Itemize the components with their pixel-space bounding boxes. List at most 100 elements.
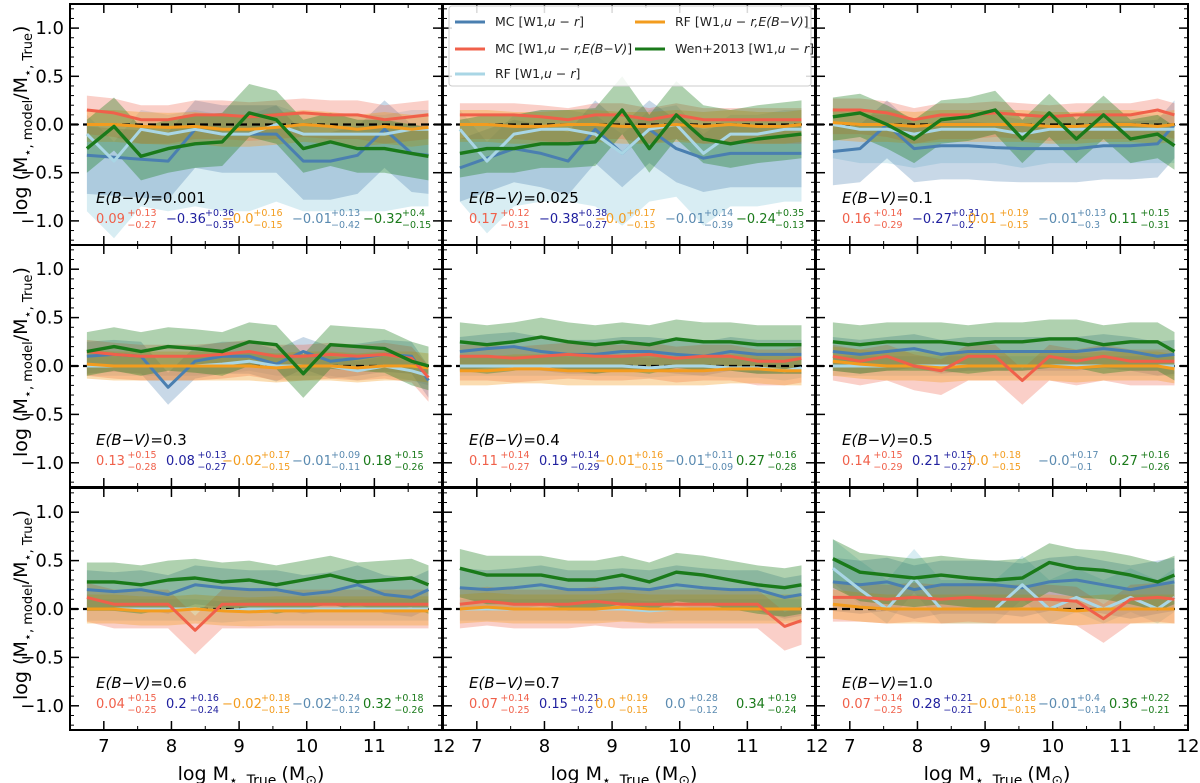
ebv-label: E(B−V)=1.0: [842, 674, 933, 692]
y-label-sub2: ⋆, True: [21, 274, 36, 318]
y-tick-label: −1.0: [20, 696, 64, 717]
y-label-sub1: ⋆, model: [21, 584, 36, 641]
ebv-name: E(B−V): [96, 189, 150, 207]
stat-upper: +0.16: [190, 693, 219, 704]
stat-upper: +0.19: [767, 693, 796, 704]
stat-upper: +0.14: [500, 693, 529, 704]
stat-lower: −0.21: [943, 705, 972, 716]
stat-value: 0.11: [469, 454, 498, 469]
stat-value: −0.36: [166, 212, 206, 227]
stat-lower: −0.15: [261, 705, 290, 716]
stat-value: 0.36: [1109, 697, 1138, 712]
stat-value: 0.14: [842, 454, 871, 469]
stat-main: 0.16: [842, 212, 871, 227]
legend-suffix: ]: [804, 14, 809, 29]
stat-lower: −0.15: [402, 220, 431, 231]
stat-lower: −0.25: [127, 705, 156, 716]
band-Wen2013: [86, 555, 429, 614]
legend-math: u − r,E(B−V): [548, 41, 628, 56]
ebv-value: =0.001: [150, 189, 206, 207]
stat-lower: −0.09: [704, 462, 733, 473]
stat-main: −0.02: [222, 454, 262, 469]
line-RF_W1ur: [831, 567, 1176, 611]
stat-upper: +0.14: [873, 693, 902, 704]
ebv-value: =0.4: [523, 431, 559, 449]
stat-main: 0.13: [96, 454, 125, 469]
stat-main: −0.36: [166, 212, 206, 227]
legend-math: u − r: [778, 41, 810, 56]
stat-lower: −0.2: [951, 220, 974, 231]
ebv-label: E(B−V)=0.025: [469, 189, 579, 207]
line-MC_W1ur_EBV: [86, 350, 430, 379]
y-label-sub2: ⋆, True: [21, 33, 36, 77]
line-RF_W1ur_EBV: [459, 367, 802, 373]
stat-lower: −0.26: [394, 705, 423, 716]
stat-main: −0.0: [1038, 454, 1070, 469]
plot-area: [70, 555, 442, 655]
stat-upper: +0.16: [634, 450, 663, 461]
legend-math: u − r: [548, 14, 580, 29]
stat-main: −0.02: [222, 697, 262, 712]
y-tick-label: 0.5: [35, 66, 64, 87]
line-MC_W1ur: [832, 347, 1175, 358]
stat-value: −0.01: [292, 212, 332, 227]
x-tick-label: 7: [844, 736, 855, 757]
legend-suffix: ]: [809, 41, 814, 56]
ebv-name: E(B−V): [842, 431, 896, 449]
stat-lower: −0.13: [775, 220, 804, 231]
stat-upper: +0.15: [1140, 208, 1169, 219]
stat-value: 0.0: [665, 697, 686, 712]
stat-upper: +0.16: [1140, 450, 1169, 461]
y-tick-label: 1.0: [35, 18, 64, 39]
y-tick-label: 1.0: [35, 502, 64, 523]
line-MC_W1ur_EBV: [459, 352, 802, 363]
stat-main: 0.19: [539, 454, 568, 469]
stat-lower: −0.15: [619, 705, 648, 716]
stat-lower: −0.12: [331, 705, 360, 716]
stat-value: 0.18: [363, 454, 392, 469]
line-RF_W1ur_EBV: [832, 359, 1175, 371]
stat-lower: −0.31: [500, 220, 529, 231]
plot-area: [443, 317, 815, 386]
band-RF_W1ur: [459, 105, 802, 234]
line-MC_W1ur_EBV: [459, 113, 802, 122]
x-tick-label: 12: [806, 736, 829, 757]
stat-upper: +0.09: [331, 450, 360, 461]
stat-lower: −0.29: [873, 462, 902, 473]
stat-lower: −0.15: [992, 462, 1021, 473]
line-MC_W1ur: [459, 583, 802, 599]
ebv-name: E(B−V): [469, 674, 523, 692]
panel-5: [442, 244, 816, 488]
stat-lower: −0.15: [1007, 705, 1036, 716]
ebv-name: E(B−V): [469, 189, 523, 207]
y-tick-label: 0.0: [35, 115, 64, 136]
stat-main: 0.34: [736, 697, 765, 712]
y-tick-label: 1.0: [35, 259, 64, 280]
y-label-sub2: ⋆, True: [21, 517, 36, 561]
x-axis-label: log M⋆, True (M⊙): [178, 763, 325, 783]
legend-math: u − r: [544, 66, 576, 81]
stat-value: −0.38: [539, 212, 579, 227]
stat-main: 0.11: [469, 454, 498, 469]
stat-upper: +0.16: [767, 450, 796, 461]
line-RF_W1ur_EBV: [86, 607, 429, 614]
x-tick-label: 10: [1041, 736, 1064, 757]
line-RF_W1ur_EBV: [832, 602, 1175, 613]
y-label-end: ): [10, 267, 32, 274]
y-label-mid: /M: [10, 77, 32, 100]
stat-main: 0.14: [842, 454, 871, 469]
x-label-sub: ⋆, True: [602, 773, 649, 783]
x-label-unit: (M: [281, 763, 305, 783]
stat-main: 0.08: [166, 454, 195, 469]
stat-value: 0.11: [1109, 212, 1138, 227]
line-MC_W1ur_EBV: [832, 595, 1175, 621]
stat-upper: +0.17: [261, 450, 290, 461]
legend-prefix: RF [W1,: [675, 14, 724, 29]
stat-value: 0.32: [363, 697, 392, 712]
line-RF_W1ur: [86, 607, 429, 613]
plot-area: [816, 90, 1188, 186]
band-MC_W1ur: [86, 100, 429, 200]
stat-main: 0.0: [665, 697, 686, 712]
stat-value: −0.01: [968, 697, 1008, 712]
